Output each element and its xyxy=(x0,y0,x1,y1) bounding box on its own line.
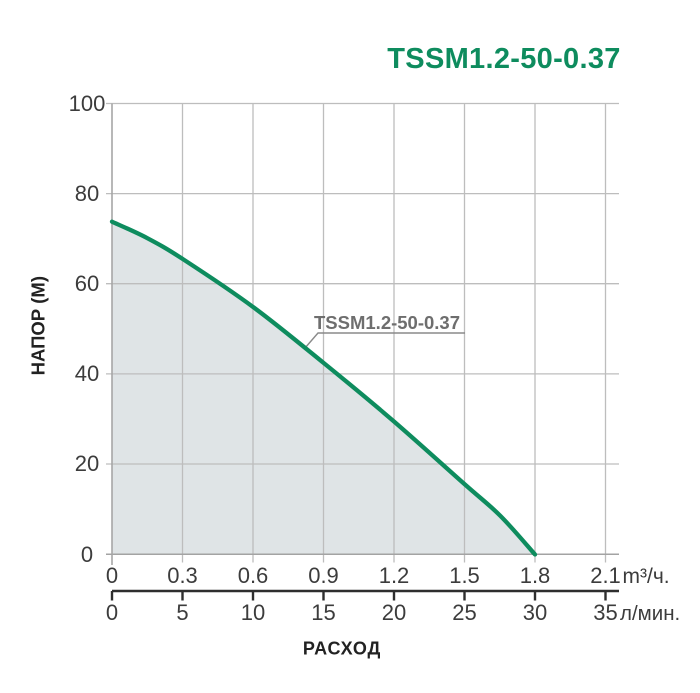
svg-text:РАСХОД: РАСХОД xyxy=(303,639,381,659)
svg-text:35: 35 xyxy=(593,600,617,625)
svg-text:m³/ч.: m³/ч. xyxy=(623,565,670,588)
svg-text:25: 25 xyxy=(452,600,476,625)
svg-text:10: 10 xyxy=(241,600,265,625)
svg-text:2.1: 2.1 xyxy=(590,563,621,588)
svg-text:100: 100 xyxy=(69,91,106,116)
svg-text:TSSM1.2-50-0.37: TSSM1.2-50-0.37 xyxy=(314,312,460,333)
svg-text:20: 20 xyxy=(382,600,406,625)
svg-text:0: 0 xyxy=(81,542,93,567)
svg-text:20: 20 xyxy=(75,451,99,476)
svg-text:1.5: 1.5 xyxy=(449,563,480,588)
svg-text:30: 30 xyxy=(523,600,547,625)
svg-text:15: 15 xyxy=(311,600,335,625)
svg-text:1.8: 1.8 xyxy=(520,563,551,588)
svg-text:80: 80 xyxy=(75,181,99,206)
svg-text:0: 0 xyxy=(106,563,118,588)
svg-text:40: 40 xyxy=(75,361,99,386)
svg-text:НАПОР (М): НАПОР (М) xyxy=(27,276,48,375)
svg-text:0: 0 xyxy=(106,600,118,625)
svg-text:0.9: 0.9 xyxy=(308,563,339,588)
svg-text:0.6: 0.6 xyxy=(238,563,269,588)
svg-text:0.3: 0.3 xyxy=(167,563,198,588)
svg-text:TSSM1.2-50-0.37: TSSM1.2-50-0.37 xyxy=(387,43,620,75)
svg-text:1.2: 1.2 xyxy=(379,563,410,588)
svg-text:60: 60 xyxy=(75,271,99,296)
svg-text:5: 5 xyxy=(176,600,188,625)
svg-text:л/мин.: л/мин. xyxy=(620,602,680,625)
